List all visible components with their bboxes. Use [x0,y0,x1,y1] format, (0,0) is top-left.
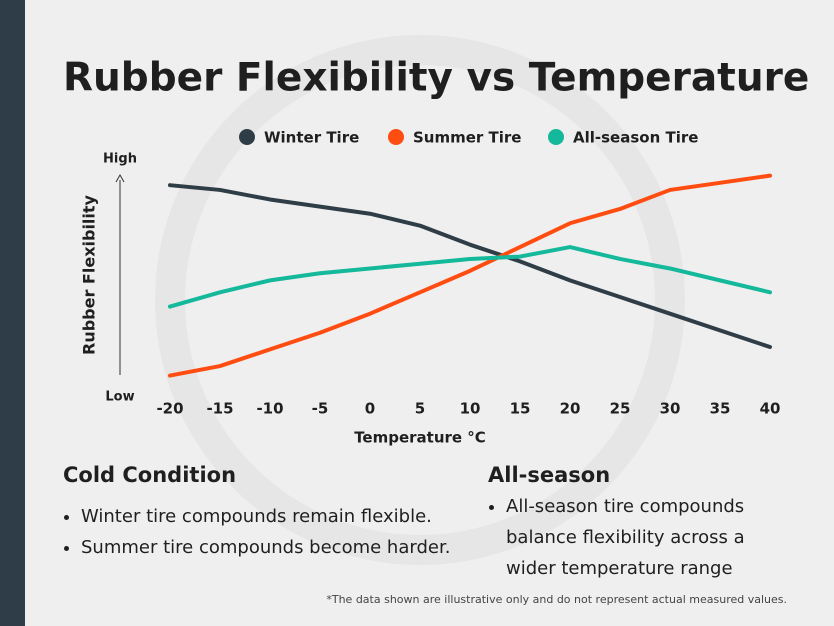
legend-label: Winter Tire [264,129,359,147]
x-axis-label: Temperature °C [354,429,486,447]
side-stripe [0,0,25,626]
background-wheel [155,35,685,565]
x-tick-label: -15 [206,400,233,418]
x-tick-label: 25 [610,400,631,418]
legend-swatch [239,129,255,145]
series-line [168,173,772,378]
arrow-head [115,173,125,183]
panel-heading: All-season [488,463,611,487]
x-tick-label: 30 [660,400,681,418]
series-line [168,183,772,350]
legend-label: All-season Tire [573,129,698,147]
legend-label: Summer Tire [413,129,521,147]
x-tick-label: 0 [365,400,375,418]
x-tick-label: 35 [710,400,731,418]
x-tick-label: 15 [510,400,531,418]
series-line [168,245,772,309]
footnote: *The data shown are illustrative only an… [326,593,787,606]
text-panel: Cold Condition Winter tire compounds rema… [63,463,483,563]
x-tick-label: -20 [156,400,183,418]
bullet-list: Winter tire compounds remain flexible.Su… [63,501,483,563]
text-panel: All-season All-season tire compounds bala… [488,463,788,584]
legend-swatch [388,129,404,145]
x-tick-label: 10 [460,400,481,418]
x-tick-label: 20 [560,400,581,418]
chart-title: Rubber Flexibility vs Temperature [63,56,809,101]
y-tick-label: Low [105,390,134,405]
y-tick-label: High [103,152,137,167]
panel-heading: Cold Condition [63,463,237,487]
x-tick-label: 5 [415,400,425,418]
y-axis-label: Rubber Flexibility [80,194,99,355]
bullet: Summer tire compounds become harder. [81,532,483,563]
x-tick-label: -10 [256,400,283,418]
x-tick-label: 40 [760,400,781,418]
bullet-list: All-season tire compounds balance flexib… [488,491,788,584]
x-tick-label: -5 [312,400,329,418]
bullet: All-season tire compounds balance flexib… [506,491,788,584]
legend-swatch [548,129,564,145]
bullet: Winter tire compounds remain flexible. [81,501,483,532]
